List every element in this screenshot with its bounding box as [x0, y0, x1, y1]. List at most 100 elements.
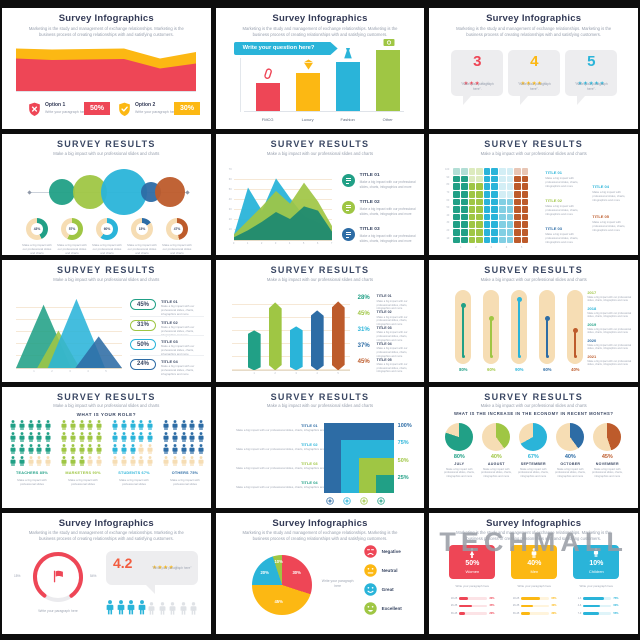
donut-value: 57% — [68, 227, 76, 232]
pie-chart — [593, 422, 622, 451]
slide-subtitle: Make a big impact with our professional … — [53, 403, 160, 409]
stat-row: 45% TITLE 05 Make a big impact with our pr… — [358, 358, 420, 374]
stat-bar-row: 7-9 55% — [570, 612, 622, 616]
bar-label: 36-45 — [512, 611, 520, 615]
slide-04-bubbles-donuts[interactable]: SURVEY RESULTS Make a big impact with ou… — [2, 134, 211, 256]
icon-line — [345, 209, 349, 211]
shield-x-icon — [28, 102, 41, 117]
waffle-cell — [483, 198, 491, 206]
person-icon — [189, 419, 195, 431]
icon-line — [345, 177, 351, 179]
y-tick: 30 — [228, 208, 232, 212]
techmall-watermark: TECHMALL — [439, 526, 628, 557]
stat-desc: Make a big impact with our professional … — [376, 363, 408, 374]
slide-header: SURVEY RESULTS Make a big impact with ou… — [2, 265, 211, 283]
icon-line — [345, 180, 351, 182]
stat-value: 31% — [136, 322, 149, 329]
slide-09-lollipop-chart[interactable]: SURVEY RESULTS Make a big impact with ou… — [429, 260, 638, 382]
y-tick: 10 — [228, 228, 232, 232]
value-badge: 50% — [84, 102, 110, 115]
slide-05-mountain-chart[interactable]: SURVEY RESULTS Make a big impact with ou… — [215, 134, 425, 256]
waffle-cell — [453, 221, 460, 228]
area-series — [233, 170, 332, 241]
y-tick: 100 — [445, 168, 450, 172]
waffle-cell — [468, 175, 476, 183]
bar-label: 18-25 — [450, 596, 458, 600]
slide-03-rating-bubbles[interactable]: Survey Infographics Marketing is the stu… — [429, 8, 638, 130]
stat-desc: Make a big impact with our professional … — [161, 363, 195, 376]
slide-13-gauge-rating[interactable]: Survey Infographics Marketing is the stu… — [2, 512, 211, 634]
person-icon — [138, 443, 144, 455]
target-icon — [359, 496, 368, 505]
person-icon — [181, 443, 187, 455]
slide-15-demographics[interactable]: Survey Infographics Marketing is the stu… — [429, 512, 638, 634]
person-icon — [79, 419, 85, 431]
donut-chart: 43% — [26, 218, 48, 241]
waffle-cell — [514, 175, 521, 183]
slide-11-nested-squares[interactable]: SURVEY RESULTS Make a big impact with ou… — [215, 386, 425, 508]
slide-header: SURVEY RESULTS Make a big impact with ou… — [216, 139, 425, 157]
slide-01-body: Option 1 Write your paragraph here 50% Opti… — [2, 8, 211, 129]
stat-value: 31% — [357, 326, 370, 333]
pointed-bar-chart — [231, 292, 350, 372]
slide-title: SURVEY RESULTS — [56, 265, 156, 276]
lollipop-track — [539, 290, 556, 365]
star-row: ★★★★★ — [152, 564, 180, 571]
waffle-cell — [498, 175, 506, 183]
demographic-card: 50% Women — [449, 544, 496, 579]
slide-10-people-pictogram[interactable]: SURVEY RESULTS Make a big impact with ou… — [2, 386, 211, 508]
slide-07-triangle-chart[interactable]: SURVEY RESULTS Make a big impact with ou… — [2, 260, 211, 382]
title-item: TITLE 01 Make a big impact with our profe… — [222, 423, 331, 432]
waffle-cell — [483, 221, 491, 228]
level-value: 50% — [397, 457, 409, 464]
item-icon — [341, 228, 355, 242]
person-icon — [121, 455, 127, 467]
stat-pill: 45% — [130, 299, 156, 311]
x-tick: 5 — [520, 246, 523, 250]
item-desc: Make a big impact with professional slid… — [592, 220, 626, 233]
legend-item: Excellent — [363, 602, 420, 616]
person-icon — [36, 455, 42, 467]
waffle-chart — [453, 168, 529, 244]
slide-01-area-options[interactable]: Survey Infographics Marketing is the stu… — [2, 8, 211, 130]
item-title: TITLE 01 — [359, 173, 380, 179]
y-tick: 20 — [446, 228, 450, 232]
x-tick: 3 — [490, 246, 492, 250]
waffle-cell — [460, 221, 468, 228]
waffle-cell — [491, 183, 498, 190]
slide-08-pointed-bars[interactable]: SURVEY RESULTS Make a big impact with ou… — [215, 260, 425, 382]
slide-02-question-bars[interactable]: Survey Infographics Marketing is the stu… — [215, 8, 425, 130]
y-axis — [239, 58, 241, 112]
person-icon — [70, 431, 76, 443]
slide-06-body: 100 90 80 70 60 50 40 30 20 10 1 2 3 4 5 TITLE 01 Make a… — [429, 134, 638, 255]
pie-value: 40% — [490, 453, 502, 460]
slide-12-pie-months[interactable]: SURVEY RESULTS Make a big impact with ou… — [429, 386, 638, 508]
bar-track — [459, 597, 488, 600]
group-caption: Make a big impact with professional slid… — [68, 477, 98, 486]
slide-subtitle: Make a big impact with our professional … — [480, 403, 587, 409]
slide-header: Survey Infographics Marketing is the stu… — [2, 518, 211, 543]
pie-chart — [482, 422, 511, 451]
person-icon — [96, 431, 102, 443]
lollipop-base-dot — [461, 355, 465, 359]
gauge-caption: Write your paragraph here — [38, 608, 78, 613]
legend-item: Great — [363, 583, 420, 597]
slide-14-feedback-pie[interactable]: Survey Infographics Marketing is the stu… — [215, 512, 425, 634]
slide-header: Survey Infographics Marketing is the stu… — [429, 13, 638, 38]
person-icon — [181, 455, 187, 467]
donut-value: 47% — [173, 227, 181, 232]
slide-header: SURVEY RESULTS Make a big impact with ou… — [2, 139, 211, 157]
year-desc: Make a big impact with our professional … — [587, 343, 632, 351]
pointed-bar — [247, 330, 261, 371]
waffle-cell — [498, 236, 506, 244]
slide-title: Survey Infographics — [58, 517, 154, 529]
lollipop-stem — [518, 300, 521, 357]
stat-row: 45% TITLE 01 Make a big impact with our pr… — [130, 296, 204, 316]
pie-caption: Make a big impact with professional slid… — [592, 467, 623, 478]
donut-hole — [31, 223, 43, 236]
stat-row: 31% TITLE 02 Make a big impact with our pr… — [130, 315, 204, 337]
waffle-cell — [498, 228, 506, 236]
slide-06-waffle-chart[interactable]: SURVEY RESULTS Make a big impact with ou… — [429, 134, 638, 256]
year-desc: Make a big impact with our professional … — [587, 359, 632, 367]
person-icon — [159, 602, 166, 615]
